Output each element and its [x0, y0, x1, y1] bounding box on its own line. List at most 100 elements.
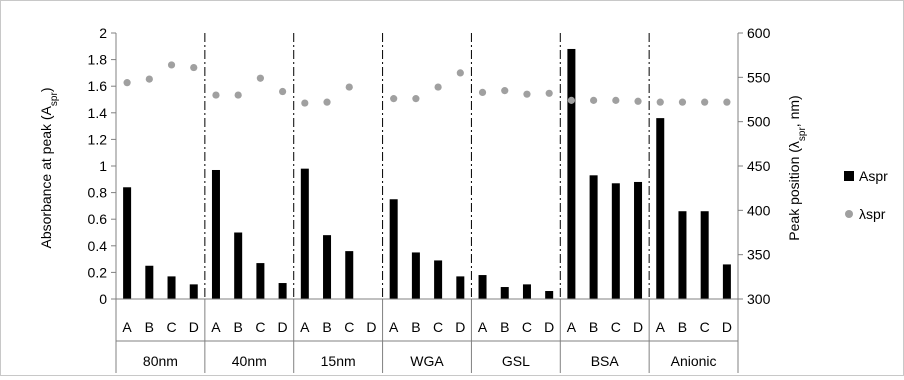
- bar-aspr: [434, 260, 443, 299]
- left-tick-label: 0.6: [88, 211, 108, 227]
- bar-aspr: [323, 235, 332, 299]
- point-lambda-spr: [501, 87, 509, 95]
- point-lambda-spr: [390, 95, 398, 103]
- category-label: B: [145, 319, 154, 335]
- bar-aspr: [456, 276, 465, 299]
- right-tick-label: 350: [747, 247, 771, 263]
- point-lambda-spr: [256, 74, 264, 82]
- left-tick-label: 1: [99, 158, 107, 174]
- left-tick-label: 0.4: [88, 238, 108, 254]
- category-label: C: [522, 319, 532, 335]
- legend-lambda-swatch: [845, 210, 853, 218]
- category-label: C: [433, 319, 443, 335]
- category-label: C: [344, 319, 354, 335]
- point-lambda-spr: [678, 98, 687, 106]
- point-lambda-spr: [167, 61, 176, 69]
- left-tick-label: 1.6: [88, 78, 108, 94]
- category-label: D: [455, 319, 465, 335]
- left-tick-label: 2: [99, 25, 107, 41]
- category-label: C: [700, 319, 710, 335]
- category-label: D: [722, 319, 732, 335]
- left-tick-label: 1.2: [88, 131, 108, 147]
- category-label: A: [478, 319, 488, 335]
- group-label: BSA: [591, 353, 620, 369]
- bar-aspr: [256, 263, 265, 299]
- bar-aspr: [700, 211, 709, 299]
- point-lambda-spr: [590, 96, 598, 104]
- category-label: C: [611, 319, 621, 335]
- left-tick-label: 0.2: [88, 264, 108, 280]
- bar-aspr: [345, 251, 354, 299]
- group-label: 15nm: [321, 353, 356, 369]
- point-lambda-spr: [656, 98, 664, 106]
- point-lambda-spr: [523, 90, 531, 98]
- left-tick-label: 1.4: [88, 105, 108, 121]
- category-label: A: [122, 319, 132, 335]
- group-label: 80nm: [143, 353, 178, 369]
- left-axis-title: Absorbance at peak (Aspr): [38, 88, 60, 249]
- category-label: A: [567, 319, 577, 335]
- bar-aspr: [722, 264, 731, 299]
- bar-aspr: [123, 187, 132, 299]
- bar-aspr: [211, 169, 220, 299]
- bar-aspr: [389, 199, 398, 299]
- bar-aspr: [234, 232, 243, 299]
- category-label: C: [255, 319, 265, 335]
- point-lambda-spr: [634, 97, 642, 105]
- category-label: A: [211, 319, 221, 335]
- right-tick-label: 450: [747, 158, 771, 174]
- point-lambda-spr: [545, 89, 553, 97]
- bar-aspr: [567, 48, 576, 300]
- point-lambda-spr: [701, 98, 709, 106]
- left-tick-label: 0.8: [88, 185, 108, 201]
- bar-aspr: [478, 275, 487, 299]
- category-label: B: [589, 319, 598, 335]
- group-label: Anionic: [671, 353, 717, 369]
- point-lambda-spr: [456, 69, 464, 77]
- category-label: B: [234, 319, 243, 335]
- legend-lambda-label: λspr: [859, 206, 886, 222]
- category-label: B: [678, 319, 687, 335]
- category-label: D: [633, 319, 643, 335]
- right-tick-label: 300: [747, 291, 771, 307]
- right-axis-title: Peak position (λspr, nm): [786, 95, 808, 240]
- point-lambda-spr: [567, 96, 575, 104]
- legend-aspr-swatch: [844, 171, 854, 181]
- point-lambda-spr: [345, 83, 353, 91]
- category-label: D: [366, 319, 376, 335]
- category-label: C: [166, 319, 176, 335]
- category-label: D: [189, 319, 199, 335]
- bar-aspr: [167, 276, 176, 299]
- point-lambda-spr: [123, 79, 131, 87]
- point-lambda-spr: [301, 99, 309, 107]
- bar-aspr: [545, 291, 554, 299]
- point-lambda-spr: [723, 98, 731, 106]
- right-tick-label: 600: [747, 25, 771, 41]
- group-label: 40nm: [232, 353, 267, 369]
- bar-aspr: [522, 284, 531, 299]
- category-label: D: [278, 319, 288, 335]
- point-lambda-spr: [478, 88, 487, 97]
- right-tick-label: 400: [747, 202, 771, 218]
- bar-aspr: [634, 181, 643, 299]
- category-label: A: [300, 319, 310, 335]
- bar-aspr: [189, 284, 198, 299]
- bar-aspr: [145, 265, 154, 299]
- point-lambda-spr: [279, 87, 287, 96]
- category-label: B: [500, 319, 509, 335]
- point-lambda-spr: [412, 95, 420, 103]
- point-lambda-spr: [234, 91, 242, 99]
- bar-aspr: [589, 175, 598, 299]
- right-tick-label: 500: [747, 114, 771, 130]
- group-label: WGA: [410, 353, 444, 369]
- point-lambda-spr: [190, 63, 198, 72]
- point-lambda-spr: [612, 96, 620, 104]
- category-label: A: [389, 319, 399, 335]
- bar-aspr: [500, 287, 509, 299]
- bar-aspr: [611, 183, 620, 299]
- right-tick-label: 550: [747, 69, 771, 85]
- category-label: A: [656, 319, 666, 335]
- left-tick-label: 1.8: [88, 52, 108, 68]
